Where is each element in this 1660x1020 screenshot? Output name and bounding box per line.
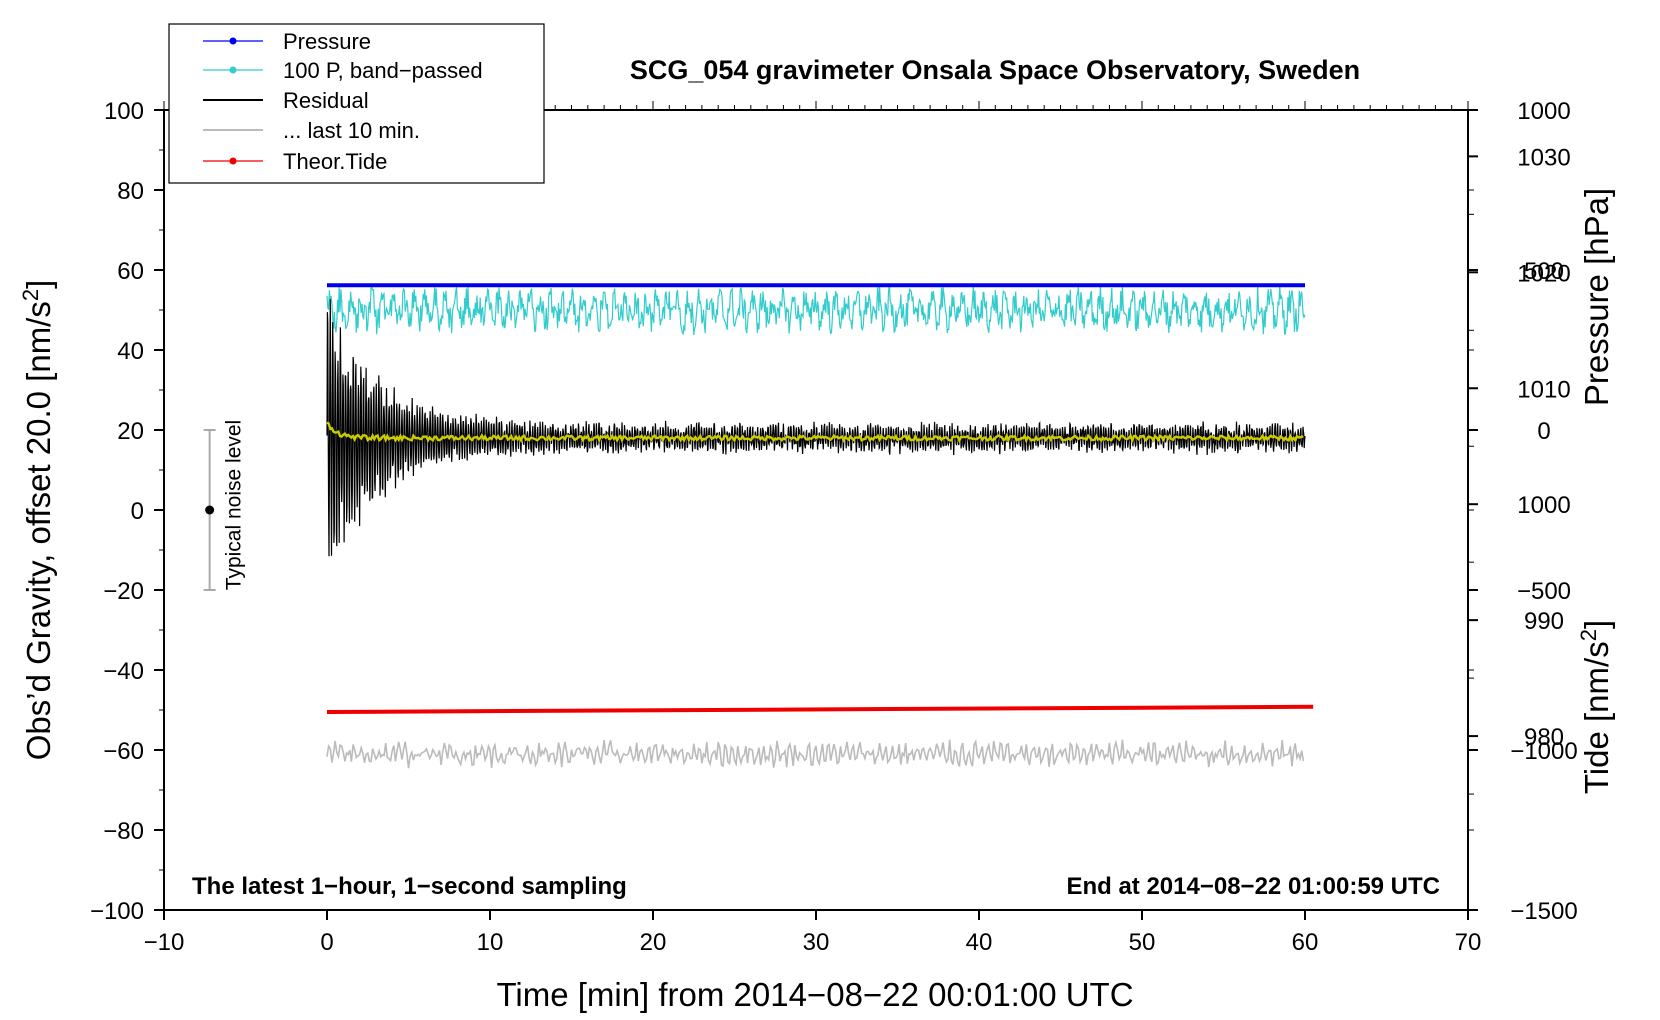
x-tick-label: 60 — [1292, 929, 1319, 956]
tick-layer: −10 0 10 20 30 40 50 60 70−100−80−60−40−20020406… — [90, 98, 1578, 956]
end-time-note: End at 2014−08−22 01:00:59 UTC — [1066, 873, 1440, 900]
legend-label-residual: Residual — [283, 88, 369, 113]
series-bandpassed-pressure — [326, 284, 1306, 336]
y-axis-label-main: Obs’d Gravity, offset 20.0 [nm/s — [20, 301, 57, 760]
x-tick-label: −10 — [144, 929, 185, 956]
x-tick-label: 70 — [1455, 929, 1482, 956]
legend-label-tide: Theor.Tide — [283, 149, 387, 174]
x-tick-label: 0 — [320, 929, 333, 956]
x-tick-label: 40 — [966, 929, 993, 956]
y-tick-label: −100 — [90, 898, 144, 925]
y-tick-label: −60 — [103, 738, 144, 765]
y-tick-label: 60 — [117, 258, 144, 285]
noise-level-dot — [205, 505, 215, 515]
tide-axis-label: Tide [nm/s2] — [1576, 620, 1615, 794]
y-axis-label-end: ] — [20, 280, 57, 289]
noise-level-label: Typical noise level — [223, 420, 246, 590]
noise-level-indicator: Typical noise level — [203, 420, 246, 591]
tide-tick-label: 1000 — [1517, 98, 1570, 125]
pressure-tick-label: 1020 — [1517, 260, 1570, 287]
y-tick-label: −80 — [103, 818, 144, 845]
tide-tick-label: 0 — [1537, 418, 1550, 445]
legend: Pressure 100 P, band−passed Residual ...… — [168, 23, 545, 184]
pressure-tick-label: 1000 — [1517, 492, 1570, 519]
tide-axis-label-main: Tide [nm/s — [1578, 641, 1615, 794]
pressure-tick-label: 990 — [1524, 608, 1564, 635]
y-axis-label: Obs’d Gravity, offset 20.0 [nm/s2] — [18, 280, 57, 761]
legend-label-bandpassed: 100 P, band−passed — [283, 58, 483, 83]
x-tick-label: 20 — [640, 929, 667, 956]
y-tick-label: 80 — [117, 178, 144, 205]
series-last-10-min — [326, 738, 1305, 769]
sampling-note: The latest 1−hour, 1−second sampling — [192, 873, 627, 900]
legend-label-last-10-min: ... last 10 min. — [283, 118, 420, 143]
legend-box — [168, 23, 545, 184]
series-smoothed-residual — [326, 421, 1304, 444]
pressure-axis-label: Pressure [hPa] — [1578, 188, 1615, 406]
y-tick-label: 100 — [104, 98, 144, 125]
x-axis-label: Time [min] from 2014−08−22 00:01:00 UTC — [496, 976, 1133, 1013]
y-axis-label-superscript: 2 — [18, 289, 43, 301]
legend-marker-tide — [229, 157, 237, 165]
series-layer — [326, 283, 1314, 769]
tide-tick-label: −500 — [1517, 578, 1571, 605]
tide-axis-label-end: ] — [1578, 620, 1615, 629]
y-tick-label: −20 — [103, 578, 144, 605]
x-tick-label: 10 — [477, 929, 504, 956]
pressure-tick-label: 980 — [1524, 724, 1564, 751]
y-tick-label: 0 — [131, 498, 144, 525]
chart-title: SCG_054 gravimeter Onsala Space Observat… — [630, 55, 1360, 85]
tide-tick-label: 500 — [1524, 258, 1564, 285]
series-theoretical-tide — [326, 704, 1314, 714]
legend-marker-bandpassed — [229, 66, 237, 74]
tide-tick-label: −1000 — [1510, 738, 1577, 765]
legend-label-pressure: Pressure — [283, 29, 371, 54]
legend-marker-pressure — [229, 37, 237, 45]
tide-tick-label: −1500 — [1510, 898, 1577, 925]
y-tick-label: 20 — [117, 418, 144, 445]
pressure-tick-label: 1030 — [1517, 144, 1570, 171]
y-tick-label: −40 — [103, 658, 144, 685]
x-tick-label: 30 — [803, 929, 830, 956]
tide-axis-label-superscript: 2 — [1576, 629, 1601, 641]
x-tick-label: 50 — [1129, 929, 1156, 956]
y-tick-label: 40 — [117, 338, 144, 365]
pressure-tick-label: 1010 — [1517, 376, 1570, 403]
